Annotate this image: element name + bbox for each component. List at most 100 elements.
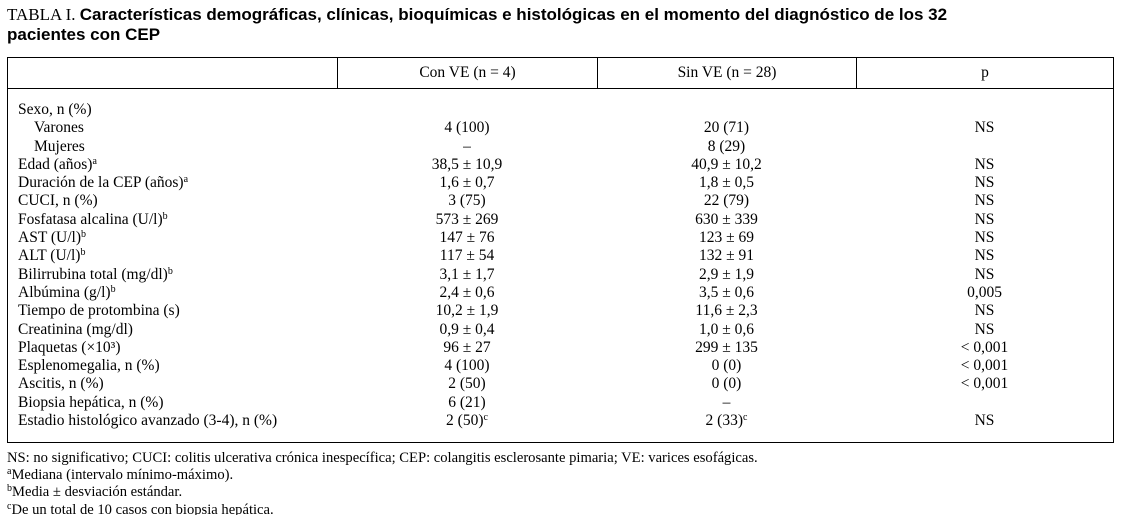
footnote-b: bMedia ± desviación estándar. <box>7 483 183 501</box>
p-value: NS <box>974 412 995 430</box>
column-header-con-ve: Con VE (n = 4) <box>337 58 597 88</box>
con-ve-value: 3 (75) <box>448 192 486 210</box>
sin-ve-value: 0 (0) <box>711 357 742 375</box>
table-number: TABLA I. <box>7 5 76 24</box>
row-label: Plaquetas (×10³) <box>18 338 121 356</box>
data-table: Con VE (n = 4) Sin VE (n = 28) p Sexo, n… <box>7 57 1114 443</box>
sin-ve-value: 1,8 ± 0,5 <box>698 174 754 192</box>
row-label: CUCI, n (%) <box>18 192 98 210</box>
row-label: Albúmina (g/l) <box>18 283 111 301</box>
p-value: NS <box>974 192 995 210</box>
row-label: Esplenomegalia, n (%) <box>18 357 160 375</box>
sin-ve-value: 22 (79) <box>703 192 750 210</box>
row-label: Varones <box>34 119 84 137</box>
sin-ve-value: 2,9 ± 1,9 <box>698 265 754 283</box>
p-value: NS <box>974 265 995 283</box>
table-row: Sexo, n (%) <box>8 101 1113 119</box>
con-ve-value: 0,9 ± 0,4 <box>439 320 495 338</box>
table-row: Creatinina (mg/dl) 0,9 ± 0,4 1,0 ± 0,6 N… <box>8 321 1113 339</box>
con-ve-value: 6 (21) <box>448 393 486 411</box>
row-label: Edad (años) <box>18 155 93 173</box>
table-title: TABLA I. Características demográficas, c… <box>7 5 1119 44</box>
table-row: CUCI, n (%) 3 (75) 22 (79) NS <box>8 192 1113 210</box>
p-value: < 0,001 <box>960 357 1009 375</box>
p-value: NS <box>974 320 995 338</box>
row-label: Estadio histológico avanzado (3-4), n (%… <box>18 412 278 430</box>
footnote-c: cDe un total de 10 casos con biopsia hep… <box>7 500 274 515</box>
sin-ve-value: 630 ± 339 <box>695 210 758 228</box>
p-value: 0,005 <box>967 283 1002 301</box>
footnote-abbreviations: NS: no significativo; CUCI: colitis ulce… <box>7 450 758 466</box>
sin-ve-value: 132 ± 91 <box>698 247 754 265</box>
con-ve-value: 117 ± 54 <box>439 247 495 265</box>
con-ve-value: 10,2 ± 1,9 <box>435 302 499 320</box>
column-header-characteristic <box>8 58 337 88</box>
con-ve-value: 4 (100) <box>444 119 490 137</box>
sin-ve-value: 40,9 ± 10,2 <box>691 155 762 173</box>
sin-ve-value: 0 (0) <box>711 375 742 393</box>
con-ve-value: 573 ± 269 <box>435 210 499 228</box>
row-label: Mujeres <box>34 137 85 155</box>
p-value: NS <box>974 210 995 228</box>
row-label: Ascitis, n (%) <box>18 375 104 393</box>
row-label: Tiempo de protombina (s) <box>18 302 180 320</box>
p-value: NS <box>974 174 995 192</box>
p-value: NS <box>974 247 995 265</box>
table-title-line2: pacientes con CEP <box>7 24 161 44</box>
table-row: Bilirrubina total (mg/dl)b 3,1 ± 1,7 2,9… <box>18 265 995 283</box>
sin-ve-value: 1,0 ± 0,6 <box>698 320 754 338</box>
con-ve-value: 38,5 ± 10,9 <box>431 155 503 173</box>
table-row: Esplenomegalia, n (%) 4 (100) 0 (0) < 0,… <box>8 357 1113 375</box>
table-title-line1: Características demográficas, clínicas, … <box>79 5 948 24</box>
row-label: Biopsia hepática, n (%) <box>18 393 164 411</box>
p-value: NS <box>974 119 995 137</box>
sin-ve-value: 11,6 ± 2,3 <box>695 302 758 320</box>
p-value: NS <box>974 229 995 247</box>
row-label: Creatinina (mg/dl) <box>18 320 133 338</box>
table-row: Mujeres – 8 (29) <box>8 138 1113 156</box>
p-value: < 0,001 <box>960 338 1009 356</box>
con-ve-value: 2 (50) <box>446 412 484 430</box>
table-row: ALT (U/l)b 117 ± 54 132 ± 91 NS <box>18 247 995 265</box>
con-ve-value: 3,1 ± 1,7 <box>439 265 495 283</box>
column-header-p: p <box>856 58 1113 88</box>
con-ve-value: 96 ± 27 <box>443 338 491 356</box>
p-value: NS <box>974 155 995 173</box>
sin-ve-value: 20 (71) <box>703 119 750 137</box>
con-ve-value: – <box>463 137 471 155</box>
sin-ve-value: – <box>722 393 731 411</box>
table-row: Duración de la CEP (años)a 1,6 ± 0,7 1,8… <box>18 174 995 192</box>
sin-ve-value: 8 (29) <box>707 137 746 155</box>
table-row: Albúmina (g/l)b 2,4 ± 0,6 3,5 ± 0,6 0,00… <box>18 283 1002 301</box>
con-ve-value: 4 (100) <box>444 357 490 375</box>
table-row: Varones 4 (100) 20 (71) NS <box>8 119 1113 137</box>
table-row: Edad (años)a 38,5 ± 10,9 40,9 ± 10,2 NS <box>18 155 995 173</box>
table-row: Estadio histológico avanzado (3-4), n (%… <box>18 412 995 430</box>
con-ve-value: 1,6 ± 0,7 <box>439 174 495 192</box>
column-header-sin-ve: Sin VE (n = 28) <box>597 58 856 88</box>
row-label: Duración de la CEP (años) <box>18 174 184 192</box>
con-ve-value: 2,4 ± 0,6 <box>439 283 495 301</box>
p-value: < 0,001 <box>960 375 1009 393</box>
row-label: Fosfatasa alcalina (U/l) <box>18 210 163 228</box>
row-label: Bilirrubina total (mg/dl) <box>18 265 168 283</box>
table-body: Sexo, n (%) Varones 4 (100) 20 (71) NS M… <box>8 89 1113 430</box>
row-label: ALT (U/l) <box>18 247 81 265</box>
con-ve-value: 147 ± 76 <box>439 229 495 247</box>
con-ve-value: 2 (50) <box>448 375 486 393</box>
header-row: Con VE (n = 4) Sin VE (n = 28) p <box>8 58 1113 89</box>
table-row: Fosfatasa alcalina (U/l)b 573 ± 269 630 … <box>18 210 995 228</box>
table-row: AST (U/l)b 147 ± 76 123 ± 69 NS <box>18 229 995 247</box>
row-label: Sexo, n (%) <box>18 101 92 118</box>
p-value: NS <box>974 302 995 320</box>
sin-ve-value: 2 (33) <box>705 412 743 430</box>
table-row: Ascitis, n (%) 2 (50) 0 (0) < 0,001 <box>8 375 1113 393</box>
footnote-a: aMediana (intervalo mínimo-máximo). <box>7 466 234 484</box>
footnotes: NS: no significativo; CUCI: colitis ulce… <box>7 450 1119 515</box>
sin-ve-value: 123 ± 69 <box>698 229 754 247</box>
table-row: Biopsia hepática, n (%) 6 (21) – <box>8 394 1113 412</box>
sin-ve-value: 299 ± 135 <box>695 338 758 356</box>
sin-ve-value: 3,5 ± 0,6 <box>698 283 754 301</box>
table-row: Tiempo de protombina (s) 10,2 ± 1,9 11,6… <box>8 302 1113 320</box>
